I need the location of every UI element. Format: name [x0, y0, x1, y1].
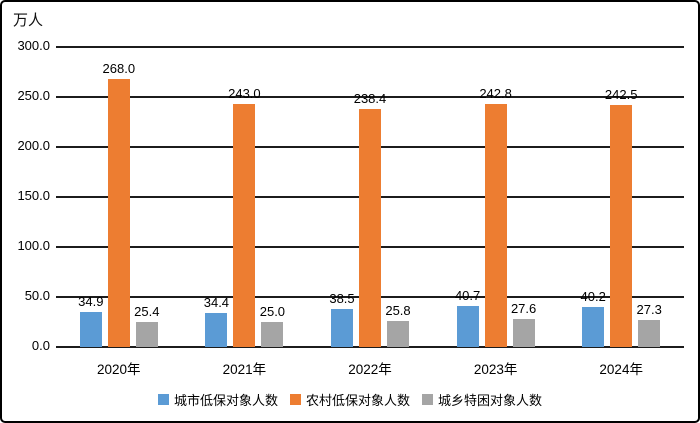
y-tick-label: 300.0: [17, 38, 50, 53]
bar-urban-rural-tekun-2021年: 25.0: [260, 304, 285, 347]
bar-urban-rural-tekun-2023年: 27.6: [511, 301, 536, 347]
bar-value-label: 25.8: [385, 303, 411, 319]
plot-area: 34.9 268.0 25.4 34.4 243.0 25.0 38.5 238.4 25.8 4…: [56, 46, 684, 348]
bar-urban-dibao-2022年: 38.5: [329, 291, 355, 347]
legend-item-urban-rural-tekun: 城乡特困对象人数: [422, 390, 542, 409]
bar-group-2024年: 40.2 242.5 27.3: [581, 87, 662, 347]
bar-value-label: 238.4: [353, 90, 387, 106]
bar-value-label: 40.2: [580, 288, 606, 304]
legend: 城市低保对象人数 农村低保对象人数 城乡特困对象人数: [2, 390, 698, 409]
bar-value-label: 268.0: [102, 61, 136, 76]
bar-urban-dibao-2020年: 34.9: [78, 294, 103, 347]
x-tick-label: 2023年: [473, 362, 518, 377]
bar-rural-dibao-2024年: 242.5: [605, 87, 637, 347]
bar-value-label: 242.8: [479, 86, 512, 102]
legend-label-urban-dibao: 城市低保对象人数: [173, 393, 278, 408]
bar-urban-dibao-2021年: 34.4: [204, 295, 229, 347]
bar-rural-dibao-2020年: 268.0: [103, 61, 135, 347]
legend-swatch-urban-dibao: [157, 394, 169, 405]
bar-value-label: 242.5: [604, 86, 638, 102]
legend-item-urban-dibao: 城市低保对象人数: [157, 390, 278, 409]
bar-rural-dibao-2021年: 243.0: [228, 86, 261, 347]
bar-urban-rural-tekun-2024年: 27.3: [637, 302, 662, 347]
x-tick-label: 2020年: [97, 362, 141, 377]
bar-urban-rural-tekun-2022年: 25.8: [385, 303, 411, 347]
legend-label-rural-dibao: 农村低保对象人数: [305, 393, 410, 408]
y-axis-unit-label: 万人: [13, 12, 44, 29]
x-axis-line: [56, 346, 684, 348]
bar-urban-rural-tekun-2020年: 25.4: [134, 304, 159, 347]
y-tick-label: 250.0: [17, 88, 50, 103]
y-tick-label: 100.0: [17, 238, 50, 253]
bar-value-label: 40.7: [454, 288, 481, 304]
x-tick-label: 2022年: [348, 362, 392, 377]
bar-value-label: 34.4: [203, 294, 230, 310]
bar-value-label: 34.9: [78, 294, 104, 310]
legend-swatch-urban-rural-tekun: [422, 394, 433, 405]
x-tick-label: 2021年: [222, 362, 267, 377]
y-tick-label: 150.0: [17, 188, 50, 203]
gridline: [56, 46, 684, 48]
legend-label-urban-rural-tekun: 城乡特困对象人数: [438, 393, 543, 408]
bar-urban-dibao-2024年: 40.2: [581, 289, 606, 347]
bar-rural-dibao-2022年: 238.4: [354, 91, 386, 347]
bar-group-2022年: 38.5 238.4 25.8: [329, 91, 411, 347]
bar-value-label: 38.5: [329, 290, 355, 306]
bar-value-label: 243.0: [228, 86, 261, 101]
y-tick-label: 200.0: [17, 138, 50, 153]
legend-item-rural-dibao: 农村低保对象人数: [289, 390, 410, 409]
bar-group-2020年: 34.9 268.0 25.4: [78, 61, 159, 347]
bar-rural-dibao-2023年: 242.8: [479, 86, 512, 347]
bar-value-label: 25.0: [259, 304, 286, 319]
y-tick-label: 50.0: [24, 288, 50, 303]
gridline: [56, 96, 684, 98]
legend-swatch-rural-dibao: [289, 394, 301, 405]
bar-urban-dibao-2023年: 40.7: [455, 288, 480, 347]
bar-value-label: 27.6: [510, 301, 537, 317]
bar-group-2021年: 34.4 243.0 25.0: [204, 86, 285, 347]
bar-group-2023年: 40.7 242.8 27.6: [455, 86, 536, 347]
bar-value-label: 25.4: [134, 303, 160, 319]
bar-value-label: 27.3: [636, 301, 662, 317]
x-tick-label: 2024年: [599, 362, 643, 377]
y-tick-label: 0.0: [31, 338, 50, 353]
